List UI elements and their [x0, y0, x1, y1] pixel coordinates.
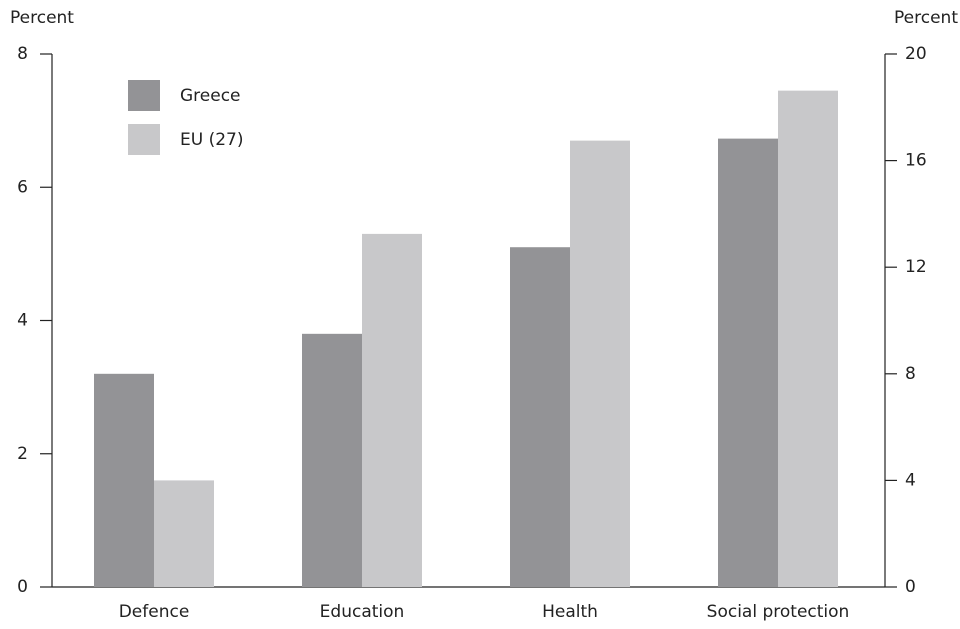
- y2-axis-label: Percent: [894, 8, 958, 28]
- x-tick-label: Education: [320, 602, 405, 622]
- x-tick-label: Social protection: [707, 602, 850, 622]
- x-tick-label: Defence: [119, 602, 190, 622]
- legend-label: EU (27): [180, 130, 243, 150]
- y-tick-label: 4: [17, 311, 28, 331]
- y-axis-label: Percent: [10, 8, 74, 28]
- y2-tick-label: 12: [905, 257, 927, 277]
- bar: [570, 140, 630, 588]
- bar: [154, 480, 214, 587]
- y2-tick-label: 0: [905, 577, 916, 597]
- bar: [510, 247, 570, 587]
- y-tick-label: 8: [17, 44, 28, 64]
- bar: [94, 373, 154, 587]
- y2-tick-label: 16: [905, 151, 927, 171]
- y-tick-label: 0: [17, 577, 28, 597]
- legend-label: Greece: [180, 86, 241, 106]
- y2-tick-label: 8: [905, 364, 916, 384]
- legend-swatch: [128, 124, 160, 155]
- bar: [302, 333, 362, 587]
- bar: [362, 233, 422, 587]
- y-tick-label: 2: [17, 444, 28, 464]
- bar: [778, 90, 838, 588]
- y2-tick-label: 20: [905, 44, 927, 64]
- x-tick-label: Health: [542, 602, 598, 622]
- legend-swatch: [128, 80, 160, 111]
- bar: [718, 138, 778, 587]
- y2-tick-label: 4: [905, 470, 916, 490]
- y-tick-label: 6: [17, 177, 28, 197]
